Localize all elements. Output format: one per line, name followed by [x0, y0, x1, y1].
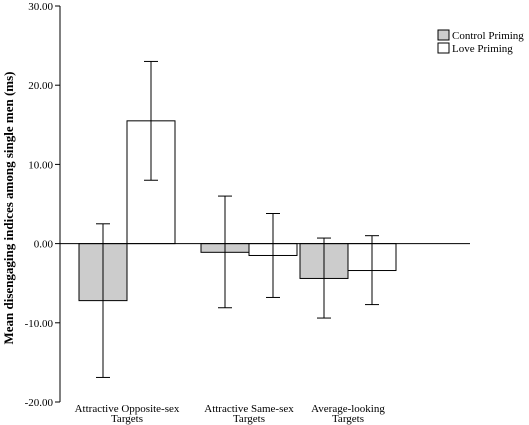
category-label: Average-looking: [311, 403, 385, 415]
category-label: Targets: [111, 413, 143, 425]
y-axis-title: Mean disengaging indices among single me…: [1, 71, 16, 344]
y-tick-label: -20.00: [25, 397, 54, 409]
category-label: Targets: [233, 413, 265, 425]
y-tick-label: 30.00: [28, 1, 53, 13]
legend-swatch-love-priming: [437, 42, 450, 54]
legend: Control Priming Love Priming: [437, 29, 524, 55]
y-tick-label: -10.00: [25, 318, 54, 330]
y-tick-label: 20.00: [28, 80, 53, 92]
category-label: Targets: [332, 413, 364, 425]
y-tick-label: 10.00: [28, 159, 53, 171]
category-label: Attractive Opposite-sex: [75, 403, 180, 415]
plot-area: 30.00 20.00 10.00 0.00 -10.00 -20.00 Attractiv…: [25, 1, 470, 425]
category-label: Attractive Same-sex: [204, 403, 294, 415]
y-tick-label: 0.00: [34, 239, 54, 251]
legend-label-control-priming: Control Priming: [452, 30, 524, 42]
legend-swatch-control-priming: [437, 29, 450, 41]
legend-label-love-priming: Love Priming: [452, 43, 513, 55]
